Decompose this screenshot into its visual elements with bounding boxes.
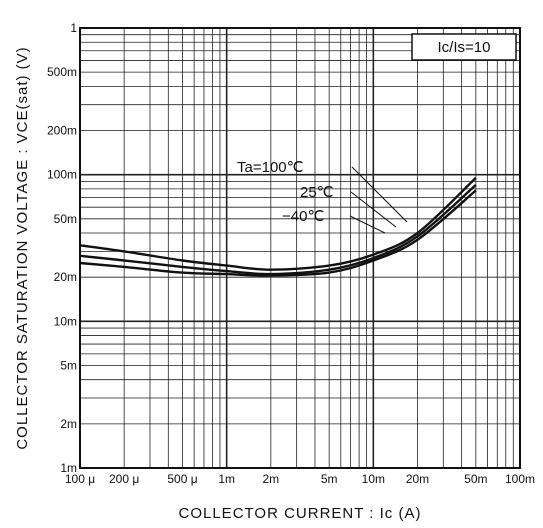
leader-line-100 (351, 166, 408, 223)
x-tick-label: 50m (464, 472, 487, 486)
y-tick-label: 1m (60, 461, 77, 475)
leader-line-minus40 (349, 215, 386, 234)
x-tick-label: 500 μ (167, 472, 197, 486)
x-tick-label: 100m (505, 472, 535, 486)
x-tick-label: 200 μ (109, 472, 139, 486)
y-tick-label: 200m (47, 124, 77, 138)
label-ta-100: Ta=100℃ (237, 159, 303, 176)
condition-label: Ic/Is=10 (438, 39, 491, 56)
x-tick-label: 2m (262, 472, 279, 486)
y-tick-label: 20m (54, 270, 77, 284)
leader-line-25 (350, 191, 397, 228)
plot-frame (79, 27, 521, 469)
y-tick-label: 1 (70, 21, 77, 35)
x-tick-label: 1m (218, 472, 235, 486)
y-tick-label: 50m (54, 212, 77, 226)
condition-box: Ic/Is=10 (411, 33, 517, 61)
y-tick-label: 100m (47, 168, 77, 182)
x-tick-label: 100 μ (65, 472, 95, 486)
series-line (79, 189, 477, 277)
x-tick-label: 10m (362, 472, 385, 486)
x-tick-label: 5m (321, 472, 338, 486)
y-tick-label: 5m (60, 358, 77, 372)
y-tick-label: 10m (54, 314, 77, 328)
series-annotations: Ta=100℃ 25℃ −40℃ (237, 159, 408, 234)
tick-labels: 100 μ 200 μ 500 μ 1m 2m 5m 10m 20m 50m 100m 1 500m 2… (47, 21, 535, 486)
x-tick-label: 20m (406, 472, 429, 486)
label-25: 25℃ (300, 184, 334, 201)
series-group (79, 177, 477, 277)
series-line (79, 177, 477, 271)
grid (79, 28, 520, 469)
y-tick-label: 2m (60, 417, 77, 431)
label-minus40: −40℃ (282, 208, 324, 225)
x-axis-title: COLLECTOR CURRENT : Ic (A) (179, 505, 422, 522)
y-tick-label: 500m (47, 65, 77, 79)
series-line (79, 184, 477, 276)
y-axis-title: COLLECTOR SATURATION VOLTAGE : VCE(sat) … (14, 46, 31, 449)
